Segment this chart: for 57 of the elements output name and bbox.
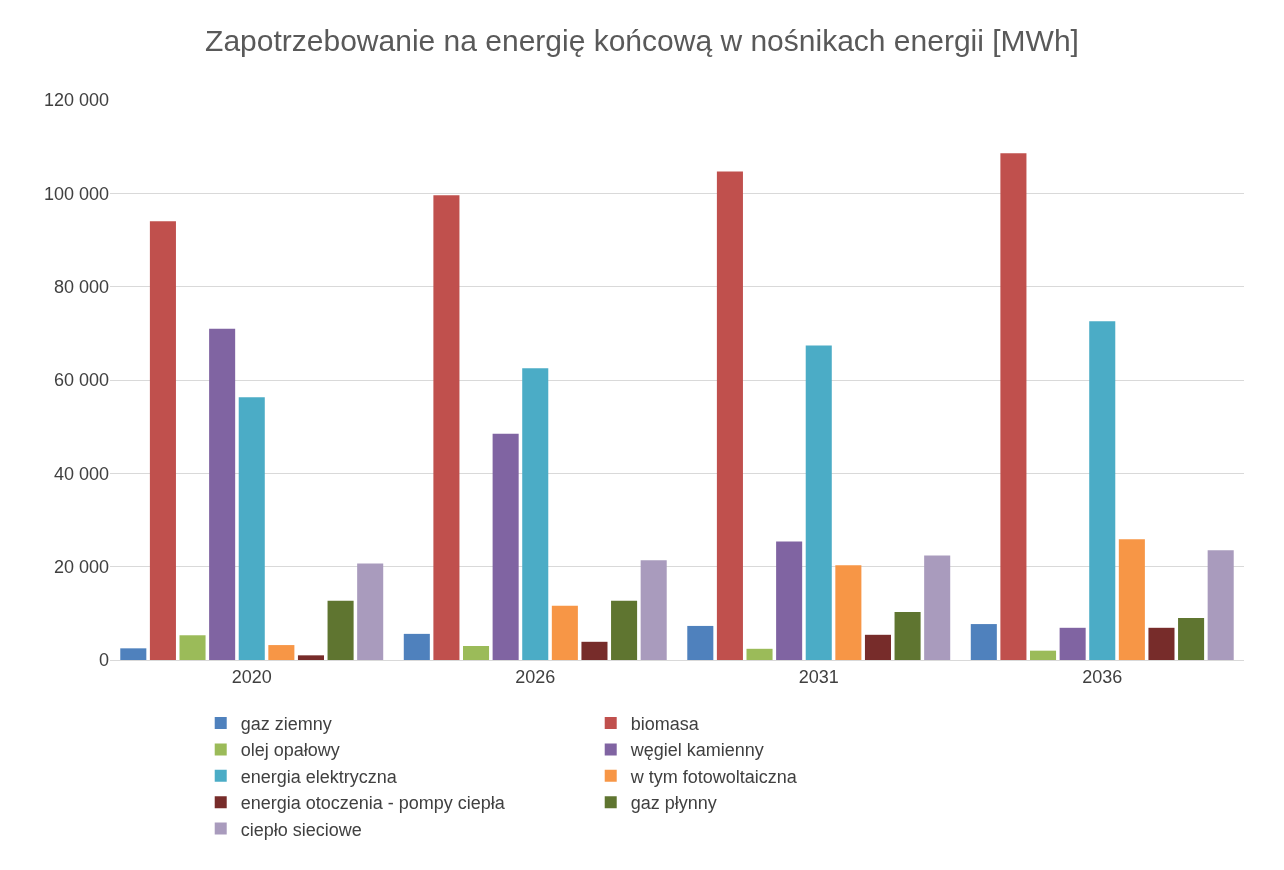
y-tick-label: 80 000 (53, 276, 109, 297)
bar (238, 397, 265, 660)
bar (924, 555, 951, 660)
bar (805, 345, 832, 660)
bar (687, 625, 714, 660)
bar (551, 605, 578, 660)
bar (1089, 321, 1116, 660)
bar (1030, 650, 1057, 660)
bar (357, 563, 384, 660)
bar (327, 600, 354, 660)
y-tick-label: 60 000 (53, 370, 109, 391)
chart-title: Zapotrzebowanie na energię końcową w nośnikach energii [MWh] (205, 24, 1079, 58)
bar (1059, 627, 1086, 660)
bar (179, 635, 206, 660)
bar (581, 641, 608, 660)
legend-label: olej opałowy (240, 740, 340, 761)
bar (149, 221, 176, 660)
bar (522, 368, 549, 660)
x-tick-label: 2026 (515, 666, 556, 687)
legend-label: węgiel kamienny (629, 740, 764, 761)
legend-label: gaz płynny (630, 793, 717, 814)
y-tick-label: 20 000 (53, 556, 109, 577)
bar (120, 648, 147, 660)
bar (1148, 627, 1175, 660)
y-tick-label: 40 000 (53, 463, 109, 484)
legend-label: energia elektryczna (240, 766, 398, 787)
bar (1207, 550, 1234, 660)
x-tick-label: 2031 (798, 666, 839, 687)
y-tick-label: 120 000 (43, 90, 109, 111)
bar (611, 600, 638, 660)
bar (1118, 539, 1145, 660)
bar (463, 646, 490, 660)
bar (864, 634, 891, 660)
bar (716, 171, 743, 660)
y-tick-label: 100 000 (43, 183, 109, 204)
bar (640, 560, 667, 660)
bar (970, 624, 997, 660)
bar (746, 648, 773, 660)
x-tick-label: 2020 (231, 666, 272, 687)
bar (894, 611, 921, 660)
bar (1000, 153, 1027, 660)
bar (209, 328, 236, 660)
legend-label: ciepło sieciowe (240, 819, 362, 840)
bar (433, 195, 460, 660)
y-tick-label: 0 (98, 650, 109, 671)
legend-label: biomasa (630, 714, 700, 735)
bar (403, 633, 430, 660)
legend-label: w tym fotowoltaiczna (629, 766, 798, 787)
bar (297, 655, 324, 660)
bar (1178, 618, 1205, 660)
x-tick-label: 2036 (1082, 666, 1123, 687)
bar (492, 433, 519, 660)
bar (268, 645, 295, 660)
bar (776, 541, 803, 660)
bar (835, 565, 862, 660)
legend-label: energia otoczenia - pompy ciepła (240, 793, 506, 814)
legend-label: gaz ziemny (240, 714, 332, 735)
